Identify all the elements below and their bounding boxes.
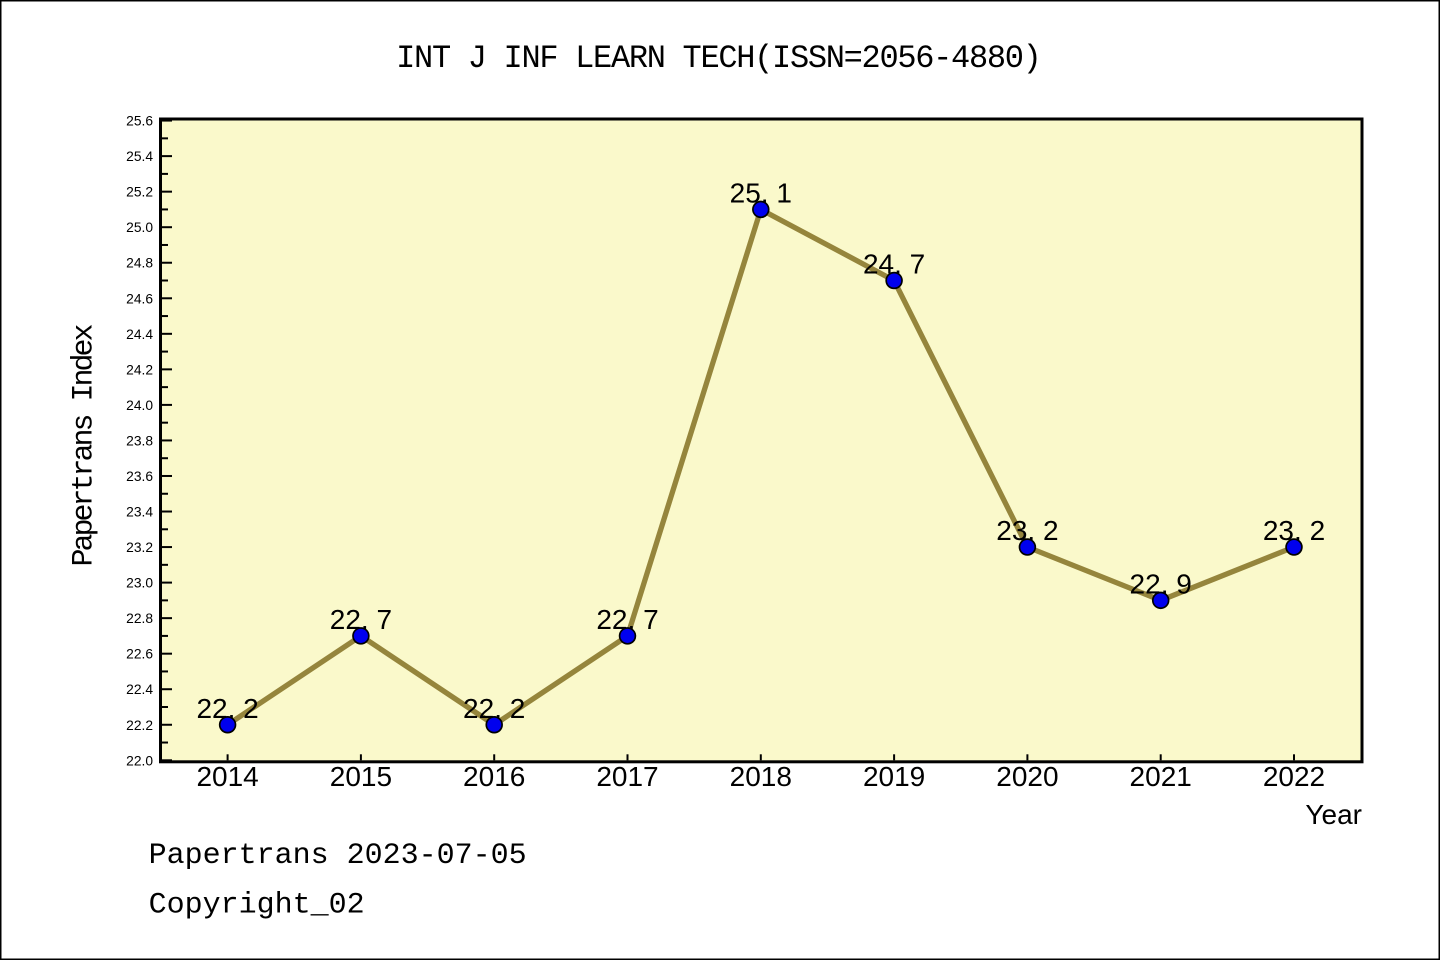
- svg-text:2020: 2020: [996, 761, 1058, 792]
- svg-text:25.6: 25.6: [126, 114, 153, 129]
- svg-text:24.6: 24.6: [126, 291, 153, 306]
- svg-text:2022: 2022: [1263, 761, 1325, 792]
- svg-text:2015: 2015: [330, 761, 392, 792]
- svg-text:22. 9: 22. 9: [1130, 568, 1192, 599]
- svg-text:23.2: 23.2: [126, 540, 153, 555]
- svg-text:INT J INF LEARN TECH(ISSN=2056: INT J INF LEARN TECH(ISSN=2056-4880): [396, 40, 1042, 77]
- svg-text:24.0: 24.0: [126, 398, 153, 413]
- svg-text:2017: 2017: [596, 761, 658, 792]
- svg-text:2021: 2021: [1130, 761, 1192, 792]
- svg-text:22. 7: 22. 7: [330, 604, 392, 635]
- svg-text:23.0: 23.0: [126, 576, 153, 591]
- svg-text:25. 1: 25. 1: [730, 177, 792, 208]
- svg-text:23.4: 23.4: [126, 505, 153, 520]
- svg-text:2019: 2019: [863, 761, 925, 792]
- svg-text:Papertrans 2023-07-05: Papertrans 2023-07-05: [149, 839, 527, 873]
- svg-text:2016: 2016: [463, 761, 525, 792]
- svg-text:25.0: 25.0: [126, 220, 153, 235]
- svg-text:24.2: 24.2: [126, 362, 153, 377]
- svg-text:2014: 2014: [196, 761, 258, 792]
- svg-text:23. 2: 23. 2: [996, 515, 1058, 546]
- svg-text:24.4: 24.4: [126, 327, 153, 342]
- svg-text:24.8: 24.8: [126, 256, 153, 271]
- svg-text:22. 2: 22. 2: [463, 693, 525, 724]
- svg-text:22.6: 22.6: [126, 647, 153, 662]
- svg-text:25.4: 25.4: [126, 149, 153, 164]
- svg-text:22. 7: 22. 7: [596, 604, 658, 635]
- svg-text:Papertrans Index: Papertrans Index: [68, 323, 102, 566]
- svg-text:22.4: 22.4: [126, 682, 153, 697]
- svg-text:Copyright_02: Copyright_02: [149, 888, 365, 922]
- svg-text:23. 2: 23. 2: [1263, 515, 1325, 546]
- svg-text:25.2: 25.2: [126, 185, 153, 200]
- svg-text:23.8: 23.8: [126, 433, 153, 448]
- svg-text:23.6: 23.6: [126, 469, 153, 484]
- svg-text:22. 2: 22. 2: [196, 693, 258, 724]
- svg-text:22.0: 22.0: [126, 753, 153, 768]
- svg-text:22.8: 22.8: [126, 611, 153, 626]
- svg-text:2018: 2018: [730, 761, 792, 792]
- svg-text:22.2: 22.2: [126, 718, 153, 733]
- svg-text:24. 7: 24. 7: [863, 249, 925, 280]
- svg-text:Year: Year: [1305, 799, 1362, 830]
